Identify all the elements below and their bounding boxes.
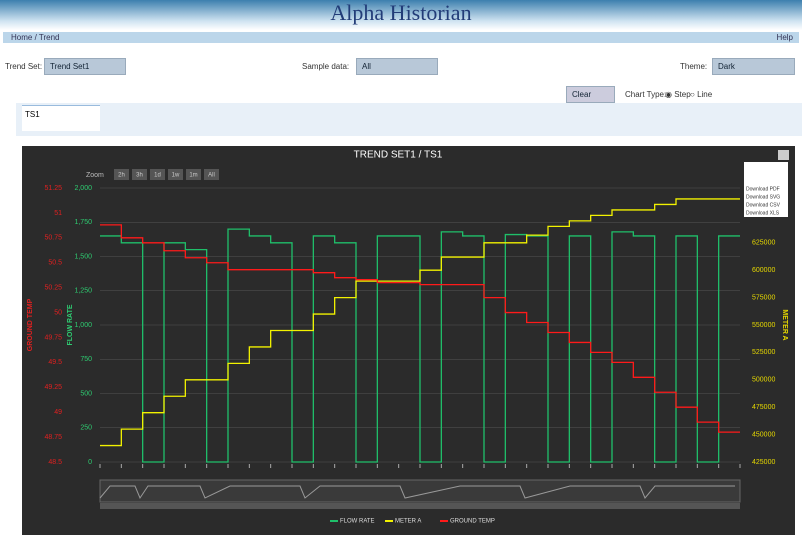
y-tick-label: 475000 [752, 404, 775, 411]
zoom-button[interactable] [132, 169, 147, 180]
y-tick-label: 750 [80, 356, 92, 363]
home-link[interactable]: Home [11, 33, 33, 42]
sample-select[interactable]: All [356, 58, 438, 75]
y-tick-label: 49.5 [48, 359, 62, 366]
y-tick-label: 50 [54, 309, 62, 316]
zoom-label: 2h [118, 173, 125, 179]
y-tick-label: 50.75 [44, 235, 62, 242]
zoom-label: 3h [136, 173, 143, 179]
legend-label: FLOW RATE [340, 519, 375, 525]
nav-bar: Home / Trend Help [3, 32, 799, 43]
legend-label: GROUND TEMP [450, 519, 495, 525]
y-tick-label: 50.5 [48, 260, 62, 267]
y-tick-label: 250 [80, 425, 92, 432]
menu-button[interactable] [778, 150, 789, 160]
y-tick-label: 500 [80, 390, 92, 397]
clear-notes-button[interactable]: Clear Notes [566, 86, 615, 114]
breadcrumb: Trend [38, 33, 60, 42]
y-tick-label: 600000 [752, 267, 775, 274]
header: Alpha Historian [0, 0, 802, 30]
zoom-label: All [208, 173, 215, 179]
y-tick-label: 525000 [752, 349, 775, 356]
axis-title: GROUND TEMP [27, 298, 34, 351]
menu-item: Download PDF [746, 186, 780, 192]
tab[interactable]: TS1 [22, 105, 100, 131]
y-tick-label: 51.25 [44, 185, 62, 192]
zoom-label: 1w [172, 173, 180, 179]
y-tick-label: 1,250 [74, 288, 92, 295]
radio-label: Step [674, 90, 691, 99]
menu-item: Download XLS [746, 210, 780, 216]
zoom-label: 1m [189, 173, 197, 179]
navigator [99, 479, 741, 503]
zoom-button[interactable] [186, 169, 201, 180]
y-tick-label: 425000 [752, 459, 775, 466]
axis-title: METER A [781, 309, 788, 340]
menu-item: Download CSV [746, 202, 781, 208]
y-tick-label: 575000 [752, 294, 775, 301]
y-tick-label: 48.5 [48, 459, 62, 466]
y-tick-label: 48.75 [44, 434, 62, 441]
y-tick-label: 50.25 [44, 284, 62, 291]
export-menu [744, 162, 788, 217]
navigator-line [99, 485, 735, 500]
y-tick-label: 1,000 [74, 322, 92, 329]
y-tick-label: 500000 [752, 377, 775, 384]
zoom-button[interactable] [204, 169, 219, 180]
y-tick-label: 625000 [752, 240, 775, 247]
zoom-label: 1d [154, 173, 161, 179]
axis-title: FLOW RATE [67, 304, 74, 345]
series-line [100, 228, 740, 463]
y-tick-label: 49 [54, 409, 62, 416]
label: Theme: [680, 62, 708, 71]
y-tick-label: 450000 [752, 431, 775, 438]
zoom-button[interactable] [150, 169, 165, 180]
series-line [100, 224, 740, 433]
y-tick-label: 1,750 [74, 219, 92, 226]
y-tick-label: 0 [88, 459, 92, 466]
y-tick-label: 49.25 [44, 384, 62, 391]
trend-set-select[interactable]: Trend Set1 [44, 58, 126, 75]
label: Sample data: [302, 62, 350, 71]
zoom-button[interactable] [168, 169, 183, 180]
zoom-button[interactable] [114, 169, 129, 180]
label: Trend Set: [5, 62, 43, 71]
menu-item: Download SVG [746, 194, 780, 200]
tab-bar: TS1 [16, 103, 802, 136]
radio-label: Line [697, 90, 713, 99]
chart-bg [22, 146, 795, 535]
app-title: Alpha Historian [330, 0, 472, 25]
label: Chart Type: [625, 90, 667, 99]
y-tick-label: 51 [54, 210, 62, 217]
radio-line[interactable]: ○ Line [690, 90, 713, 99]
theme-select[interactable]: Dark [712, 58, 795, 75]
y-tick-label: 1,500 [74, 253, 92, 260]
help-link[interactable]: Help [776, 33, 793, 42]
y-tick-label: 49.75 [44, 334, 62, 341]
scrollbar[interactable] [100, 503, 740, 509]
y-tick-label: 2,000 [74, 185, 92, 192]
legend-label: METER A [395, 519, 421, 525]
chart-title: TREND SET1 / TS1 [354, 150, 443, 161]
zoom-label: Zoom [86, 172, 104, 179]
radio-step[interactable]: ◉ Step [665, 90, 691, 99]
y-tick-label: 550000 [752, 322, 775, 329]
series-line [100, 198, 740, 447]
